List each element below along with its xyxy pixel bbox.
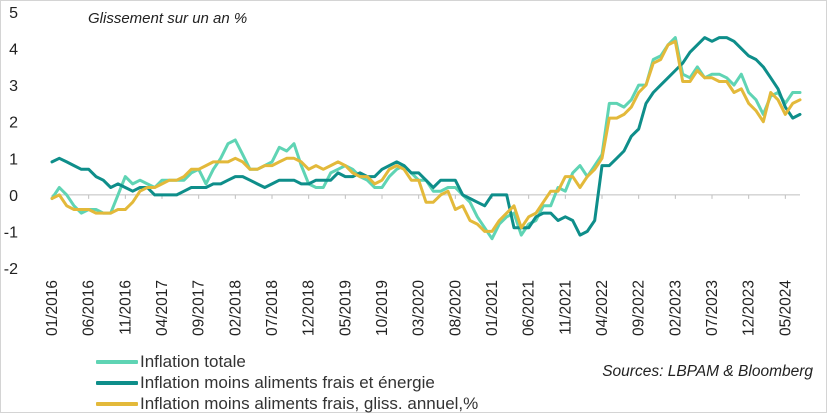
y-tick-label: -2 (4, 261, 18, 278)
x-tick-label: 05/2024 (777, 280, 794, 336)
series-line (50, 39, 802, 233)
legend-label: Inflation totale (140, 351, 246, 371)
series-line (50, 36, 802, 237)
x-tick-label: 11/2016 (117, 280, 134, 335)
x-tick-label: 07/2018 (264, 280, 281, 336)
x-tick-label: 02/2023 (667, 280, 684, 336)
x-tick-label: 10/2019 (374, 280, 391, 336)
legend-item: Inflation moins aliments frais, gliss. a… (96, 393, 478, 414)
x-tick-label: 12/2018 (301, 280, 318, 336)
x-tick-label: 06/2021 (521, 280, 538, 336)
y-tick-label: 0 (9, 188, 18, 205)
legend-item: Inflation moins aliments frais et énergi… (96, 372, 478, 393)
legend-label: Inflation moins aliments frais, gliss. a… (140, 393, 479, 413)
y-axis: 5 4 3 2 1 0 -1 -2 (4, 5, 18, 278)
x-tick-label: 02/2018 (227, 280, 244, 336)
series-lines (50, 36, 802, 241)
x-tick-label: 09/2017 (191, 280, 208, 336)
x-tick-label: 09/2022 (631, 280, 648, 336)
x-tick-label: 04/2022 (594, 280, 611, 336)
y-tick-label: -1 (4, 224, 18, 241)
x-tick-label: 07/2023 (704, 280, 721, 336)
legend-item: Inflation totale (96, 351, 478, 372)
series-line (50, 36, 802, 241)
y-tick-label: 3 (9, 78, 18, 95)
x-tick-label: 05/2019 (337, 280, 354, 336)
y-tick-label: 1 (9, 151, 18, 168)
x-tick-label: 08/2020 (447, 280, 464, 336)
chart-source: Sources: LBPAM & Bloomberg (602, 363, 813, 380)
x-tick-label: 11/2021 (557, 280, 574, 335)
chart-title: Glissement sur un an % (88, 10, 248, 27)
y-tick-label: 5 (9, 5, 18, 22)
x-tick-label: 12/2023 (741, 280, 758, 336)
x-tick-label: 06/2016 (81, 280, 98, 336)
x-axis: 01/2016 06/2016 11/2016 04/2017 09/2017 02/20… (44, 194, 800, 336)
legend-label: Inflation moins aliments frais et énergi… (140, 372, 435, 392)
legend: Inflation totale Inflation moins aliment… (96, 351, 478, 414)
y-tick-label: 2 (9, 115, 18, 132)
x-tick-label: 03/2020 (411, 280, 428, 336)
x-tick-label: 04/2017 (154, 280, 171, 336)
legend-swatch (96, 401, 138, 406)
y-tick-label: 4 (9, 42, 18, 59)
x-tick-label: 01/2016 (44, 280, 61, 336)
legend-swatch (96, 380, 138, 385)
legend-swatch (96, 359, 138, 364)
x-tick-label: 01/2021 (484, 280, 501, 336)
